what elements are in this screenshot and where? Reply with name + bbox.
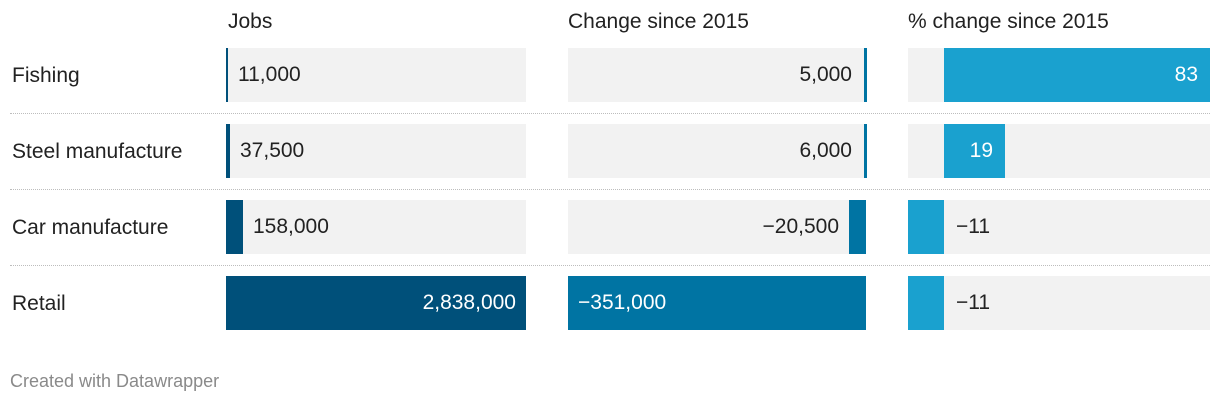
pct-change-bar (944, 124, 1005, 178)
jobs-bar (226, 124, 230, 178)
change-value-label: 5,000 (799, 63, 852, 86)
jobs-cell-background (226, 124, 526, 178)
table-row: Car manufacture 158,000 −20,500 −11 (0, 200, 1210, 276)
table-row: Retail 2,838,000 −351,000 −11 (0, 276, 1210, 352)
header-change: Change since 2015 (568, 10, 749, 33)
change-bar (864, 124, 867, 178)
change-value-label: 6,000 (799, 139, 852, 162)
row-label: Steel manufacture (12, 140, 183, 163)
pct-change-value-label: −11 (956, 215, 991, 238)
change-bar (568, 276, 866, 330)
jobs-cell-background (226, 48, 526, 102)
change-cell-background (568, 48, 866, 102)
table-row: Steel manufacture 37,500 6,000 19 (0, 124, 1210, 200)
footer-credit: Created with Datawrapper (10, 371, 220, 391)
table-row: Fishing 11,000 5,000 83 (0, 48, 1210, 124)
change-value-label: −20,500 (762, 215, 840, 238)
header-jobs: Jobs (228, 10, 273, 33)
change-bar (849, 200, 866, 254)
change-cell-background (568, 124, 866, 178)
pct-change-bar (908, 200, 944, 254)
jobs-bar (226, 200, 243, 254)
row-divider (10, 189, 1210, 190)
pct-change-bar (944, 48, 1210, 102)
change-value-label: −351,000 (578, 291, 667, 314)
pct-cell-background (908, 200, 1210, 254)
row-label: Fishing (12, 64, 80, 87)
jobs-value-label: 2,838,000 (422, 291, 516, 314)
jobs-bar (226, 48, 228, 102)
row-divider (10, 265, 1210, 266)
jobs-value-label: 158,000 (253, 215, 329, 238)
row-divider (10, 113, 1210, 114)
row-label: Car manufacture (12, 216, 169, 239)
jobs-bar (226, 276, 526, 330)
change-bar (864, 48, 867, 102)
row-label: Retail (12, 292, 66, 315)
pct-change-bar (908, 276, 944, 330)
jobs-cell-background (226, 200, 526, 254)
pct-change-value-label: 83 (1174, 63, 1198, 86)
pct-cell-background (908, 276, 1210, 330)
header-pct-change: % change since 2015 (908, 10, 1109, 33)
pct-change-value-label: −11 (956, 291, 991, 314)
jobs-value-label: 11,000 (238, 63, 301, 86)
jobs-value-label: 37,500 (240, 139, 305, 162)
pct-change-value-label: 19 (969, 139, 993, 162)
change-cell-background (568, 200, 866, 254)
